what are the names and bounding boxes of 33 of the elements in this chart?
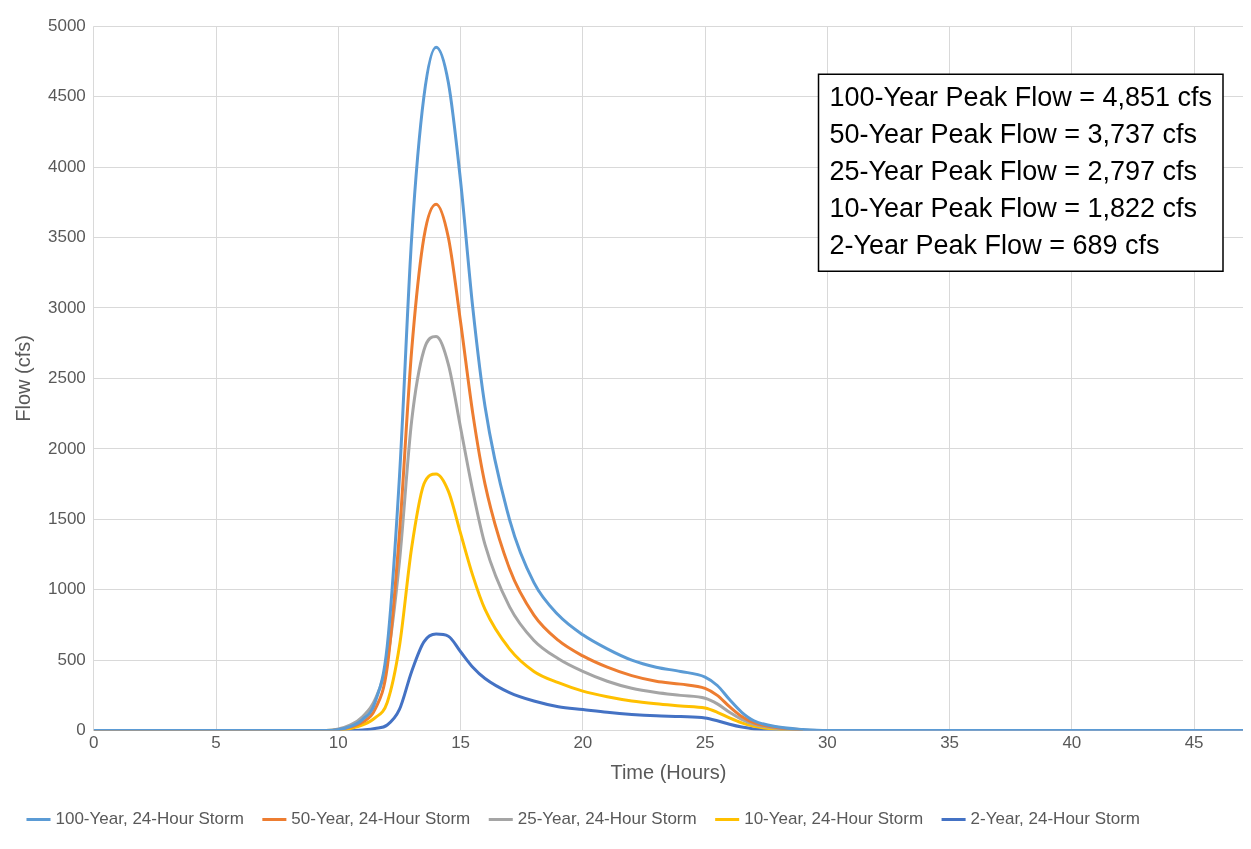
x-tick-label: 15 bbox=[451, 733, 471, 753]
y-tick-label: 0 bbox=[76, 720, 86, 740]
y-axis-title: Flow (cfs) bbox=[11, 335, 34, 422]
x-axis-title: Time (Hours) bbox=[610, 760, 727, 783]
y-tick-label: 1000 bbox=[47, 579, 86, 599]
x-tick-label: 45 bbox=[1184, 733, 1204, 753]
x-tick-label: 0 bbox=[89, 733, 99, 753]
y-tick-label: 1500 bbox=[47, 508, 86, 528]
y-tick-label: 5000 bbox=[47, 15, 86, 35]
y-tick-label: 500 bbox=[57, 649, 86, 669]
annotation: 25-Year Peak Flow = 2,797 cfs bbox=[829, 156, 1197, 187]
annotation: 2-Year Peak Flow = 689 cfs bbox=[829, 230, 1160, 261]
y-tick-label: 3500 bbox=[47, 227, 86, 247]
annotation: 10-Year Peak Flow = 1,822 cfs bbox=[829, 193, 1197, 224]
x-tick-label: 25 bbox=[695, 733, 715, 753]
x-tick-label: 40 bbox=[1062, 733, 1082, 753]
x-tick-label: 10 bbox=[328, 733, 348, 753]
y-tick-label: 2000 bbox=[47, 438, 86, 458]
annotation: 50-Year Peak Flow = 3,737 cfs bbox=[829, 119, 1197, 150]
legend-label: 2-Year, 24-Hour Storm bbox=[970, 809, 1141, 829]
x-tick-label: 5 bbox=[211, 733, 221, 753]
x-tick-label: 20 bbox=[573, 733, 593, 753]
y-tick-label: 4000 bbox=[47, 156, 86, 176]
annotation: 100-Year Peak Flow = 4,851 cfs bbox=[829, 82, 1212, 113]
x-tick-label: 35 bbox=[940, 733, 960, 753]
legend-label: 25-Year, 24-Hour Storm bbox=[517, 809, 697, 829]
y-tick-label: 3000 bbox=[47, 297, 86, 317]
legend-label: 100-Year, 24-Hour Storm bbox=[55, 809, 244, 829]
y-tick-label: 2500 bbox=[47, 368, 86, 388]
legend-label: 10-Year, 24-Hour Storm bbox=[744, 809, 924, 829]
x-tick-label: 30 bbox=[817, 733, 837, 753]
y-tick-label: 4500 bbox=[47, 86, 86, 106]
legend-label: 50-Year, 24-Hour Storm bbox=[291, 809, 471, 829]
